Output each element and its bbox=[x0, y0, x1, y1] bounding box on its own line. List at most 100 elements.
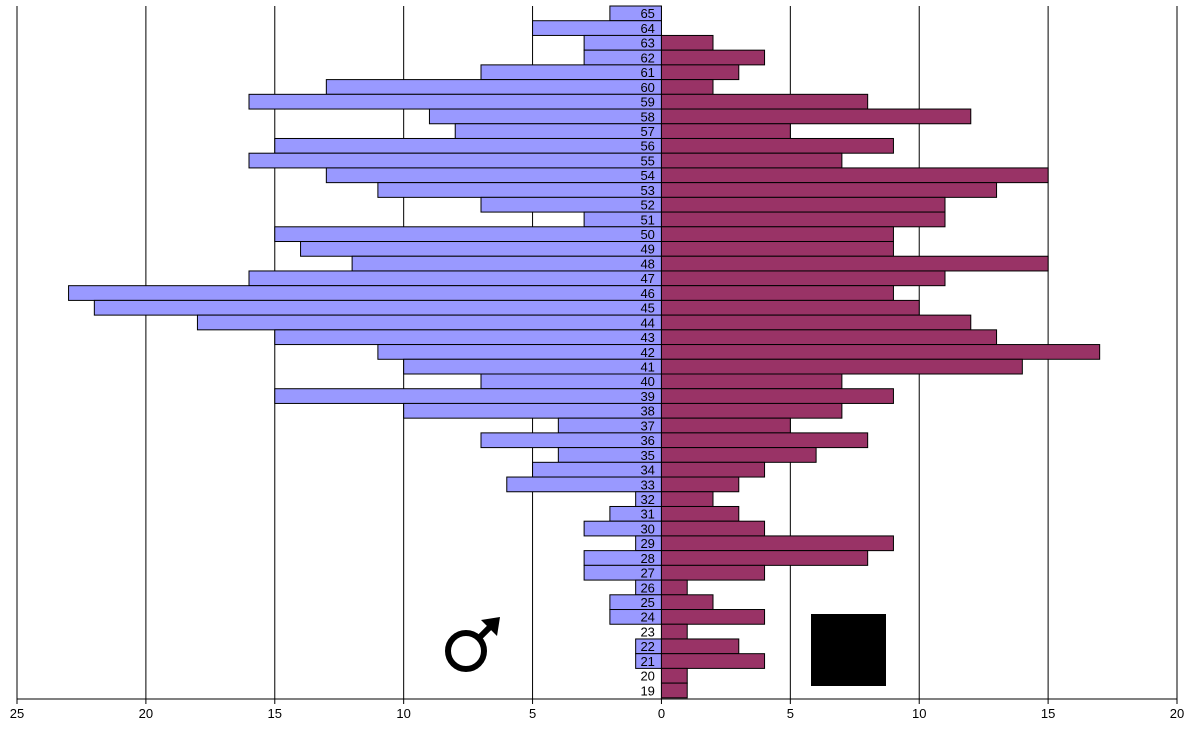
x-tick-label: 20 bbox=[139, 706, 153, 721]
x-tick-label: 15 bbox=[268, 706, 282, 721]
female-bar bbox=[660, 373, 843, 390]
female-bar bbox=[660, 358, 1023, 375]
age-label: 20 bbox=[640, 669, 654, 684]
female-bar bbox=[660, 623, 688, 640]
male-bar bbox=[506, 476, 662, 493]
female-bars bbox=[660, 34, 1101, 699]
female-bar bbox=[660, 579, 688, 596]
female-bar bbox=[660, 270, 946, 287]
female-bar bbox=[660, 299, 920, 316]
female-bar bbox=[660, 167, 1049, 184]
female-bar bbox=[660, 682, 688, 699]
female-bar bbox=[660, 152, 843, 169]
male-bar bbox=[480, 64, 662, 81]
age-label: 39 bbox=[640, 389, 654, 404]
age-label: 27 bbox=[640, 566, 654, 581]
age-label: 50 bbox=[640, 227, 654, 242]
age-label: 38 bbox=[640, 404, 654, 419]
male-bar bbox=[300, 241, 662, 257]
age-label: 58 bbox=[640, 109, 654, 124]
age-label: 33 bbox=[640, 477, 654, 492]
male-bar bbox=[325, 167, 662, 184]
age-label: 26 bbox=[640, 580, 654, 595]
female-bar bbox=[660, 609, 766, 625]
female-bar bbox=[660, 505, 740, 522]
male-bar bbox=[454, 123, 662, 139]
age-label: 54 bbox=[640, 168, 654, 183]
female-bar bbox=[660, 491, 714, 507]
x-tick-label: 10 bbox=[912, 706, 926, 721]
female-bar bbox=[660, 314, 972, 331]
female-bar bbox=[660, 64, 740, 81]
age-label: 41 bbox=[640, 360, 654, 375]
female-bar bbox=[660, 535, 894, 552]
female-bar bbox=[660, 285, 894, 301]
female-bar bbox=[660, 34, 714, 51]
age-label: 34 bbox=[640, 463, 654, 478]
x-tick-label: 0 bbox=[658, 706, 665, 721]
female-bar bbox=[660, 402, 843, 419]
age-label: 30 bbox=[640, 521, 654, 536]
age-label: 63 bbox=[640, 36, 654, 51]
female-bar bbox=[660, 255, 1049, 272]
male-bar bbox=[480, 373, 662, 390]
age-label: 65 bbox=[640, 6, 654, 21]
male-bar bbox=[248, 93, 662, 110]
male-bar bbox=[93, 299, 662, 316]
male-bar bbox=[403, 402, 662, 419]
female-bar bbox=[660, 388, 894, 404]
age-label: 55 bbox=[640, 153, 654, 168]
age-label: 24 bbox=[640, 610, 654, 625]
age-labels: 6564636261605958575655545352515049484746… bbox=[640, 6, 654, 698]
age-label: 35 bbox=[640, 448, 654, 463]
female-bar bbox=[660, 417, 791, 434]
age-label: 42 bbox=[640, 345, 654, 360]
male-bar bbox=[480, 196, 662, 213]
female-bar bbox=[660, 123, 791, 139]
x-tick-label: 5 bbox=[787, 706, 794, 721]
female-bar bbox=[660, 344, 1101, 360]
age-label: 40 bbox=[640, 374, 654, 389]
female-bar bbox=[660, 653, 766, 669]
male-bar bbox=[274, 226, 662, 243]
female-bar bbox=[660, 329, 998, 346]
female-bar bbox=[660, 550, 869, 566]
female-bar bbox=[660, 594, 714, 611]
age-label: 48 bbox=[640, 256, 654, 271]
age-label: 49 bbox=[640, 242, 654, 257]
male-bar bbox=[428, 108, 662, 125]
male-bar bbox=[248, 270, 662, 287]
age-label: 51 bbox=[640, 212, 654, 227]
age-label: 36 bbox=[640, 433, 654, 448]
female-bar bbox=[660, 226, 894, 243]
male-bar bbox=[480, 432, 662, 449]
age-label: 37 bbox=[640, 418, 654, 433]
age-label: 22 bbox=[640, 639, 654, 654]
female-bar bbox=[660, 638, 740, 655]
female-bar bbox=[660, 137, 894, 154]
age-label: 31 bbox=[640, 507, 654, 522]
x-tick-label: 25 bbox=[10, 706, 24, 721]
age-label: 45 bbox=[640, 301, 654, 316]
female-bar bbox=[660, 182, 998, 198]
male-bars bbox=[68, 5, 662, 669]
age-label: 61 bbox=[640, 65, 654, 80]
female-bar bbox=[660, 241, 894, 257]
male-bar bbox=[274, 329, 662, 346]
male-symbol-icon bbox=[445, 617, 500, 672]
age-label: 47 bbox=[640, 271, 654, 286]
male-bar bbox=[377, 182, 662, 198]
male-bar bbox=[68, 285, 662, 301]
x-axis-ticks: 25 20 15 10 5 0 5 10 15 20 bbox=[10, 699, 1184, 721]
male-bar bbox=[248, 152, 662, 169]
age-label: 43 bbox=[640, 330, 654, 345]
black-box-icon bbox=[811, 614, 886, 686]
female-bar bbox=[660, 476, 740, 493]
x-tick-label: 5 bbox=[529, 706, 536, 721]
female-bar bbox=[660, 79, 714, 95]
x-tick-label: 10 bbox=[396, 706, 410, 721]
age-label: 53 bbox=[640, 183, 654, 198]
male-bar bbox=[377, 344, 662, 360]
male-bar bbox=[325, 79, 662, 95]
